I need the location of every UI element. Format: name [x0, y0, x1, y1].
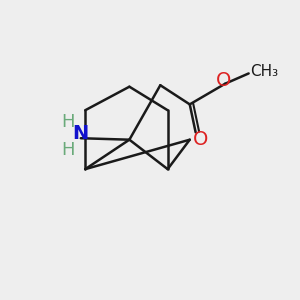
Text: CH₃: CH₃	[250, 64, 278, 80]
Text: O: O	[193, 130, 208, 149]
Text: H: H	[61, 141, 74, 159]
Text: H: H	[61, 113, 74, 131]
Text: O: O	[216, 71, 231, 90]
Text: N: N	[73, 124, 89, 143]
